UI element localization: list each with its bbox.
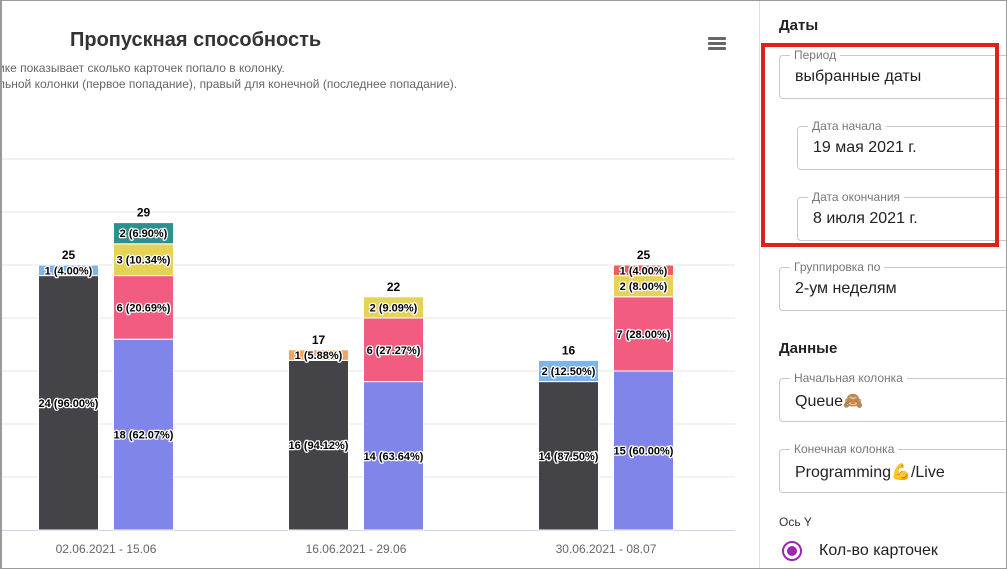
grouping-select[interactable]: Группировка по 2-ум неделям [779, 260, 1007, 311]
bar-segment [288, 359, 349, 531]
stack-total-label: 22 [387, 280, 401, 294]
period-select[interactable]: Период выбранные даты [779, 48, 1007, 99]
data-label: 2 (6.90%) [120, 228, 168, 240]
data-label: 3 (10.34%) [117, 255, 171, 267]
data-label: 15 (60.00%) [614, 446, 674, 458]
data-label: 6 (27.27%) [367, 345, 421, 357]
start-date-label: Дата начала [808, 119, 886, 133]
stack-total-label: 29 [137, 206, 151, 220]
data-label: 1 (5.88%) [295, 350, 343, 362]
chart-panel: 02.06.2021 - 15.06 24 (96.00%) 1 (4.00%) 25… [0, 29, 735, 556]
start-column-select[interactable]: Начальная колонка Queue🙈 [779, 371, 1007, 422]
x-tick-label: 02.06.2021 - 15.06 [56, 542, 157, 556]
data-label: 18 (62.07%) [114, 430, 174, 442]
bar-segment [538, 381, 599, 531]
hamburger-menu-icon[interactable] [708, 37, 726, 51]
bar-segment [113, 243, 174, 277]
end-date-field[interactable]: Дата окончания 8 июля 2021 г. [797, 190, 1007, 241]
bar-segment [288, 349, 349, 361]
settings-sidebar: Даты Период выбранные даты Дата начала 1… [759, 0, 1007, 569]
data-label: 2 (9.09%) [370, 302, 418, 314]
bar-segment [113, 275, 174, 340]
stack-total-label: 25 [62, 248, 76, 262]
end-date-label: Дата окончания [808, 190, 905, 204]
grouping-value: 2-ум неделям [795, 280, 897, 297]
bar-segment [613, 370, 674, 531]
bar-segment [363, 381, 424, 531]
radio-selected-icon[interactable] [782, 541, 802, 561]
end-column-value: Programming💪/Live [795, 464, 945, 481]
chart-title: Пропускная способность [70, 29, 322, 51]
data-label: 7 (28.00%) [617, 329, 671, 341]
bar-segment [363, 317, 424, 383]
data-label: 24 (96.00%) [39, 398, 99, 410]
data-label: 1 (4.00%) [45, 265, 93, 277]
period-label: Период [790, 48, 841, 62]
stack-total-label: 16 [562, 343, 576, 357]
stack-total-label: 25 [637, 248, 651, 262]
start-date-field[interactable]: Дата начала 19 мая 2021 г. [797, 119, 1007, 170]
y-axis-option-label: Кол-во карточек [819, 542, 938, 559]
data-label: 2 (12.50%) [542, 366, 596, 378]
period-value: выбранные даты [795, 68, 922, 85]
grouping-label: Группировка по [790, 260, 885, 274]
bar-segment [113, 222, 174, 245]
data-label: 1 (4.00%) [620, 265, 668, 277]
end-column-label: Конечная колонка [790, 442, 899, 456]
bar-segment [38, 264, 99, 277]
x-tick-label: 16.06.2021 - 29.06 [306, 542, 407, 556]
bar-segment [363, 296, 424, 319]
bar-segment [538, 359, 599, 383]
data-label: 6 (20.69%) [117, 302, 171, 314]
y-axis-option-cards[interactable]: Кол-во карточек [782, 541, 938, 561]
dates-section-title: Даты [779, 17, 819, 34]
throughput-chart: 02.06.2021 - 15.06 24 (96.00%) 1 (4.00%) 25… [0, 158, 735, 556]
bar-segment [613, 264, 674, 277]
y-axis-label: Ось Y [779, 515, 812, 529]
end-column-select[interactable]: Конечная колонка Programming💪/Live [779, 442, 1007, 493]
end-date-value: 8 июля 2021 г. [813, 210, 918, 227]
x-tick-label: 30.06.2021 - 08.07 [556, 542, 657, 556]
start-column-label: Начальная колонка [790, 371, 907, 385]
stack-total-label: 17 [312, 333, 326, 347]
chart-subtitle-line-1: ике показывает сколько карточек попало в… [0, 61, 285, 75]
data-label: 16 (94.12%) [289, 440, 349, 452]
data-label: 2 (8.00%) [620, 281, 668, 293]
start-column-value: Queue🙈 [795, 393, 863, 410]
data-label: 14 (87.50%) [539, 451, 599, 463]
data-section-title: Данные [779, 340, 838, 357]
data-label: 14 (63.64%) [364, 451, 424, 463]
bar-segment [113, 338, 174, 531]
chart-subtitle-line-2: льной колонки (первое попадание), правый… [0, 77, 458, 91]
start-date-value: 19 мая 2021 г. [813, 139, 917, 156]
